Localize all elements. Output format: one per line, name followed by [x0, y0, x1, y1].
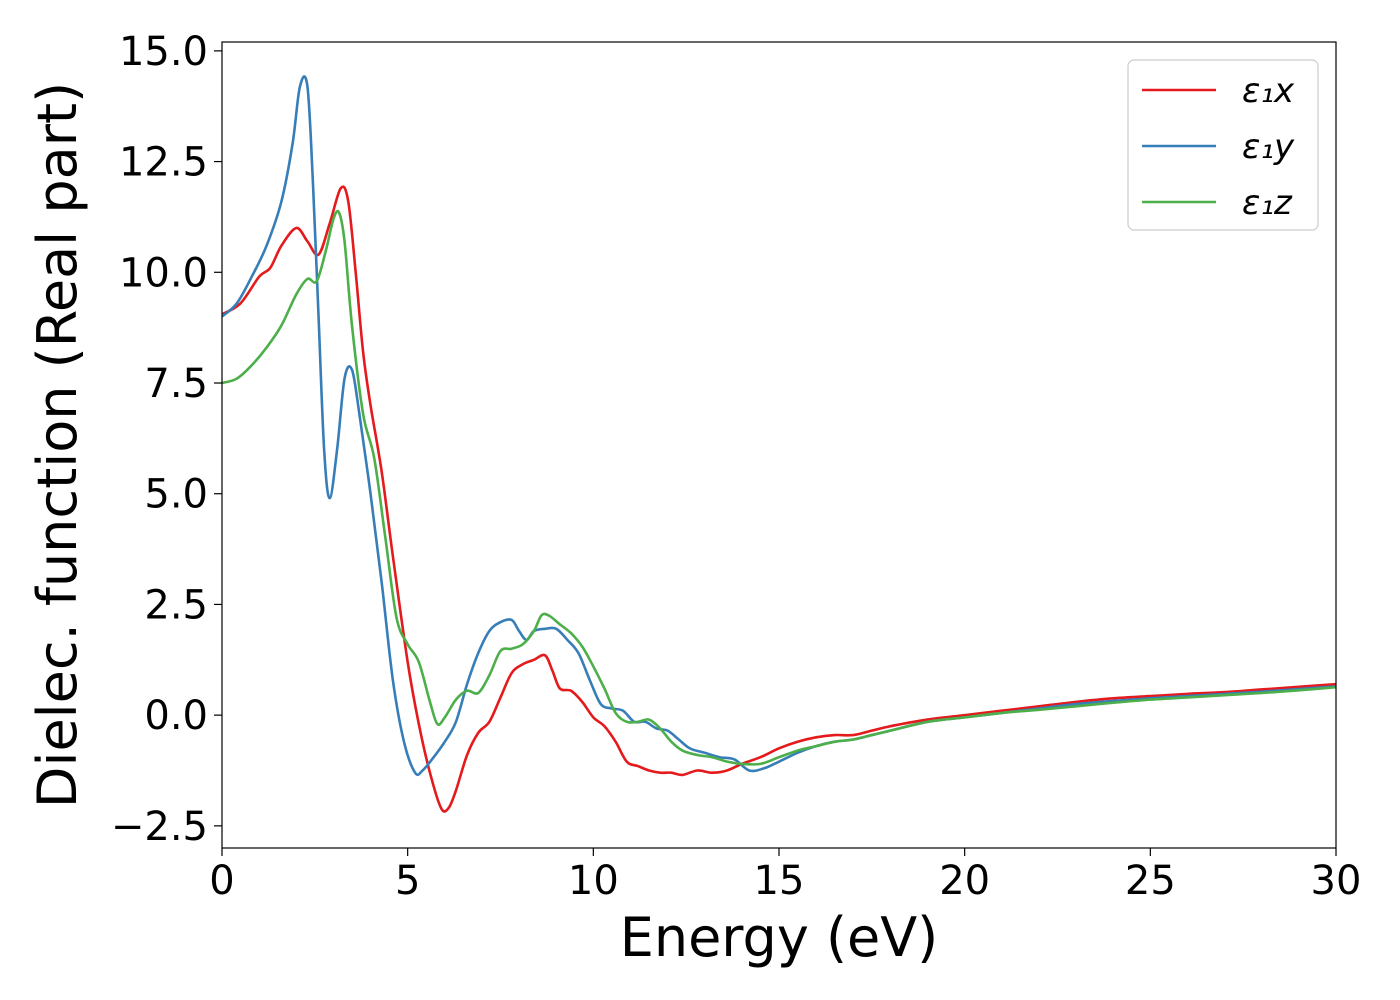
axes-layer: 0 5 10 15 20 25 30 −2.5 0.0 2.5 5.0 7.5 10.0 12.5 15.0 — [111, 29, 1362, 904]
y-tick-label: −2.5 — [111, 804, 208, 850]
series-layer — [222, 75, 1336, 813]
y-tick-label: 15.0 — [119, 29, 208, 75]
legend: ε₁x ε₁y ε₁z — [1127, 59, 1319, 231]
x-tick-label: 5 — [395, 858, 420, 904]
legend-label-eps1z: ε₁z — [1242, 183, 1293, 223]
y-tick-label: 12.5 — [119, 140, 208, 186]
legend-label-eps1x: ε₁x — [1242, 71, 1295, 111]
y-tick-label: 7.5 — [144, 361, 208, 407]
y-axis-title: Dielec. function (Real part) — [26, 82, 89, 808]
y-tick-label: 10.0 — [119, 250, 208, 296]
legend-frame — [1127, 59, 1319, 231]
x-tick-label: 20 — [939, 858, 990, 904]
x-axis-title: Energy (eV) — [620, 906, 939, 969]
x-tick-label: 0 — [209, 858, 234, 904]
y-tick-label: 5.0 — [144, 472, 208, 518]
y-tick-label: 2.5 — [144, 582, 208, 628]
legend-label-eps1y: ε₁y — [1242, 127, 1295, 167]
x-tick-label: 15 — [754, 858, 805, 904]
x-tick-label: 30 — [1311, 858, 1362, 904]
y-tick-label: 0.0 — [144, 693, 208, 739]
x-tick-label: 25 — [1125, 858, 1176, 904]
series-line-eps1z — [222, 209, 1336, 766]
series-line-eps1x — [222, 185, 1336, 813]
x-tick-label: 10 — [568, 858, 619, 904]
